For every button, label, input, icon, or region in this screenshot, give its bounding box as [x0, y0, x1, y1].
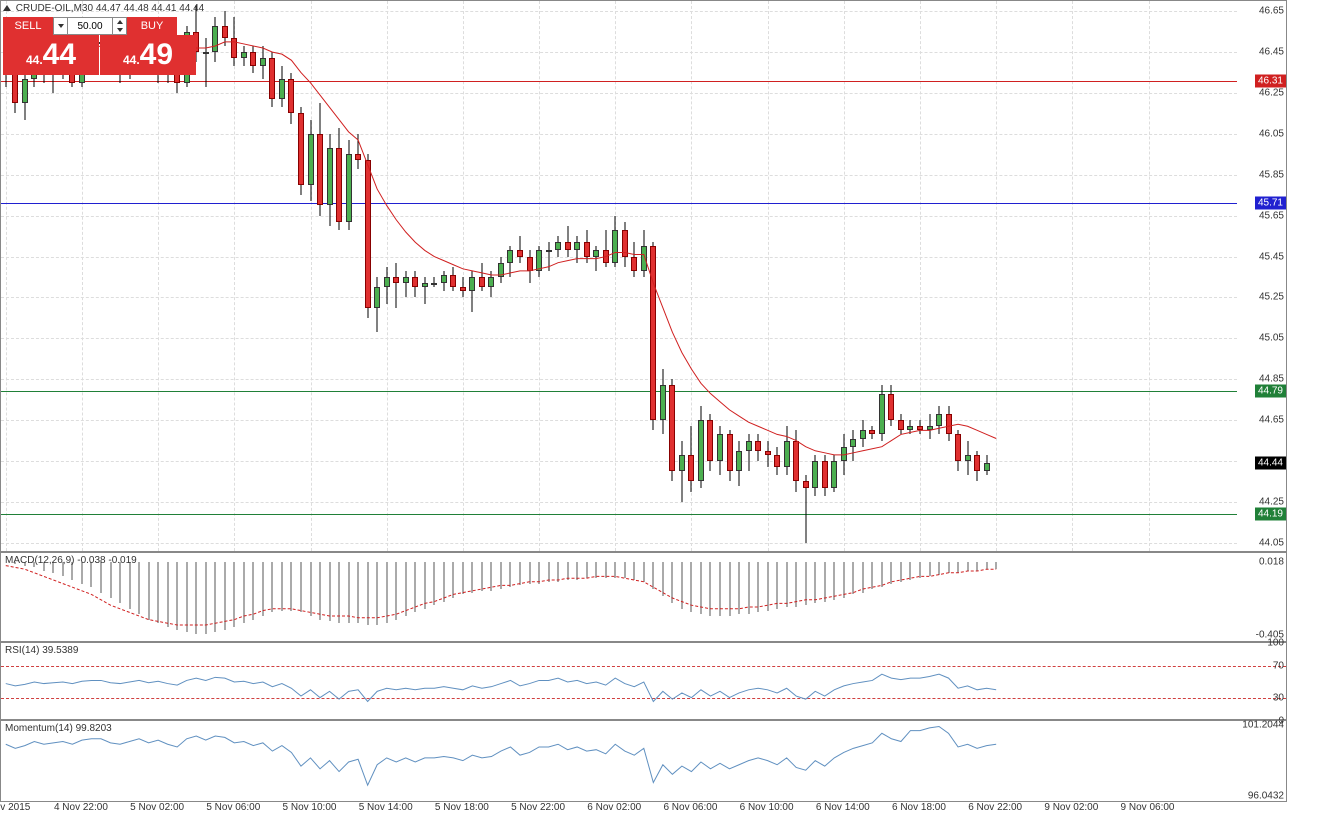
sell-price-box[interactable]: 44. 44: [3, 35, 99, 75]
momentum-y-axis: 101.204496.0432: [1237, 721, 1286, 801]
quantity-input[interactable]: [68, 21, 112, 32]
rsi-title: RSI(14) 39.5389: [5, 645, 78, 656]
title-triangle-icon: [3, 5, 11, 11]
macd-title: MACD(12,26,9) -0.038 -0.019: [5, 555, 137, 566]
sell-price-big: 44: [43, 35, 76, 75]
main-price-chart[interactable]: CRUDE-OIL,M30 44.47 44.48 44.41 44.44 SE…: [0, 0, 1287, 552]
triangle-down-icon: [117, 28, 123, 32]
rsi-panel[interactable]: RSI(14) 39.5389 10070300: [0, 642, 1287, 720]
symbol-label: CRUDE-OIL,M30: [16, 3, 93, 14]
momentum-line: [1, 721, 1288, 803]
buy-price-box[interactable]: 44. 49: [100, 35, 196, 75]
macd-panel[interactable]: MACD(12,26,9) -0.038 -0.019 0.018-0.405: [0, 552, 1287, 642]
quantity-down[interactable]: [112, 26, 126, 34]
rsi-line: [1, 643, 1288, 721]
sell-button[interactable]: SELL: [3, 17, 53, 35]
quantity-dropdown[interactable]: [54, 18, 68, 34]
rsi-y-axis: 10070300: [1237, 643, 1286, 719]
buy-price-big: 49: [140, 35, 173, 75]
ohlc-label: 44.47 44.48 44.41 44.44: [96, 3, 204, 14]
chart-title-bar: CRUDE-OIL,M30 44.47 44.48 44.41 44.44: [3, 3, 204, 14]
momentum-title: Momentum(14) 99.8203: [5, 723, 112, 734]
buy-price-prefix: 44.: [123, 53, 140, 67]
trade-panel: SELL BUY: [3, 17, 177, 35]
quantity-box: [53, 17, 127, 35]
sell-price-prefix: 44.: [26, 53, 43, 67]
momentum-panel[interactable]: Momentum(14) 99.8203 101.204496.0432: [0, 720, 1287, 802]
chevron-down-icon: [58, 24, 64, 28]
quantity-up[interactable]: [112, 18, 126, 26]
quantity-spinner: [112, 18, 126, 34]
price-display-row: 44. 44 44. 49: [3, 35, 196, 75]
triangle-up-icon: [117, 20, 123, 24]
macd-y-axis: 0.018-0.405: [1237, 553, 1286, 641]
time-x-axis: 4 Nov 20154 Nov 22:005 Nov 02:005 Nov 06…: [0, 802, 1287, 822]
buy-button[interactable]: BUY: [127, 17, 177, 35]
